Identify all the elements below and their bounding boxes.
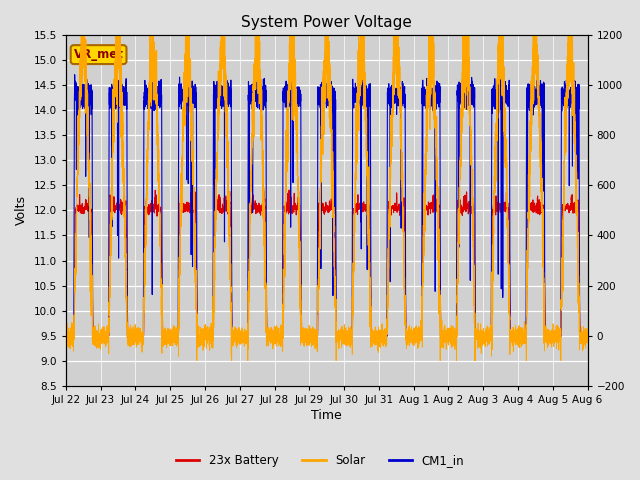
Text: VR_met: VR_met xyxy=(74,48,124,61)
Y-axis label: Volts: Volts xyxy=(15,195,28,226)
X-axis label: Time: Time xyxy=(311,409,342,422)
Legend: 23x Battery, Solar, CM1_in: 23x Battery, Solar, CM1_in xyxy=(171,449,469,472)
Title: System Power Voltage: System Power Voltage xyxy=(241,15,412,30)
